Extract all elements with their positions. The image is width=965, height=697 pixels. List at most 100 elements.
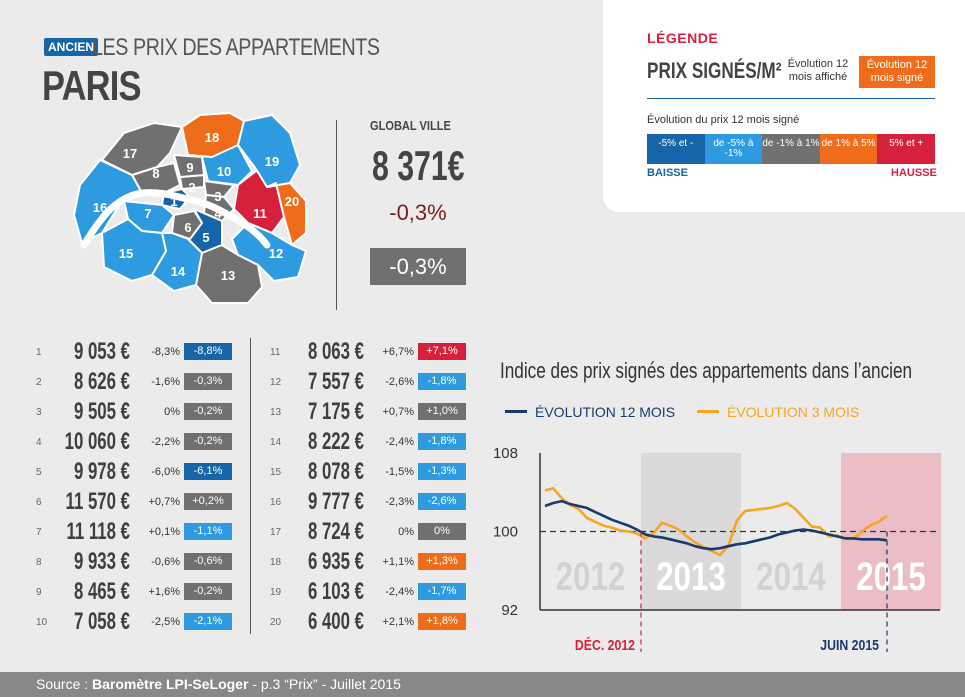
index-chart: 2012 2013 2014 2015 108 100 92 DÉC. 2012 JUIN 20… xyxy=(493,445,941,653)
legend-label: ÉVOLUTION 12 MOIS xyxy=(535,403,676,420)
evo-affiche: -1,5% xyxy=(385,466,414,478)
evo-affiche: 0% xyxy=(164,406,180,418)
district-6-label: 6 xyxy=(184,220,191,235)
district-number: 15 xyxy=(270,467,282,478)
evo-signe-badge: +7,1% xyxy=(418,343,466,360)
page-title: LES PRIX DES APPARTEMENTS xyxy=(92,34,380,61)
legend-baisse: BAISSE xyxy=(647,167,688,179)
chart-legend: ÉVOLUTION 12 MOIS ÉVOLUTION 3 MOIS xyxy=(505,400,877,420)
evo-signe-badge: +1,8% xyxy=(418,613,466,630)
legend-scale-item: de -5% à -1% xyxy=(704,134,763,164)
evo-affiche: -2,6% xyxy=(385,376,414,388)
district-6-shape xyxy=(171,210,203,240)
district-price: 10 060 € xyxy=(64,428,130,455)
y-tick-label: 108 xyxy=(493,445,518,462)
district-15-shape xyxy=(101,218,167,282)
global-label: GLOBAL VILLE xyxy=(370,118,451,133)
evo-signe-badge: -1,8% xyxy=(418,433,466,450)
district-14-label: 14 xyxy=(171,264,186,279)
evo-affiche: +2,1% xyxy=(382,616,415,628)
evo-signe-badge: -0,6% xyxy=(184,553,232,570)
district-12-shape xyxy=(231,222,307,282)
district-price: 7 058 € xyxy=(73,608,130,635)
district-17-label: 17 xyxy=(123,146,137,161)
district-price: 8 626 € xyxy=(73,368,130,395)
legend-divider xyxy=(647,98,935,99)
y-tick-label: 92 xyxy=(501,602,518,619)
year-label-2013: 2013 xyxy=(656,554,725,599)
district-number: 4 xyxy=(36,437,42,448)
district-number: 9 xyxy=(36,587,42,598)
evo-signe-badge: +1,3% xyxy=(418,553,466,570)
district-price: 9 505 € xyxy=(73,398,130,425)
legend-item-12-mois: ÉVOLUTION 12 MOIS xyxy=(505,404,675,420)
district-number: 14 xyxy=(270,437,282,448)
legend-scale-item: de 1% à 5% xyxy=(819,134,878,164)
district-number: 18 xyxy=(270,557,282,568)
district-price: 8 063 € xyxy=(307,338,364,365)
district-9-label: 9 xyxy=(186,160,193,175)
legend-evo-affiche: Évolution 12 mois affiché xyxy=(787,58,849,83)
district-price: 7 557 € xyxy=(307,368,364,395)
district-price: 6 400 € xyxy=(307,608,364,635)
district-price: 8 222 € xyxy=(307,428,364,455)
district-price: 8 078 € xyxy=(307,458,364,485)
evo-signe-badge: -2,6% xyxy=(418,493,466,510)
evo-affiche: -1,6% xyxy=(151,376,180,388)
evo-signe-badge: -0,2% xyxy=(184,433,232,450)
district-16-shape xyxy=(73,159,143,244)
legend-color-scale: -5% et - de -5% à -1% de -1% à 1% de 1% … xyxy=(647,134,935,164)
evo-signe-badge: -1,3% xyxy=(418,463,466,480)
legend-scale-item: -5% et - xyxy=(647,134,705,164)
district-number: 10 xyxy=(36,617,48,628)
evo-affiche: -2,3% xyxy=(385,496,414,508)
evo-signe-badge: 0% xyxy=(418,523,466,540)
city-title: PARIS xyxy=(42,62,141,109)
district-price: 6 935 € xyxy=(307,548,364,575)
chart-title: Indice des prix signés des appartements … xyxy=(500,358,913,383)
evo-affiche: +0,7% xyxy=(382,406,415,418)
district-price: 11 570 € xyxy=(65,488,130,515)
evo-signe-badge: -0,3% xyxy=(184,373,232,390)
evo-signe-badge: +0,2% xyxy=(184,493,232,510)
district-price: 11 118 € xyxy=(66,518,130,545)
evo-affiche: +0,1% xyxy=(148,526,181,538)
district-number: 5 xyxy=(36,467,42,478)
global-evo-signe: -0,3% xyxy=(370,248,466,285)
district-12-label: 12 xyxy=(269,246,283,261)
global-evo-affiche: -0,3% xyxy=(389,200,447,225)
district-19-label: 19 xyxy=(265,154,279,169)
global-divider xyxy=(336,120,337,310)
evo-signe-badge: -2,1% xyxy=(184,613,232,630)
footer-suffix: - p.3 “Prix” - Juillet 2015 xyxy=(248,676,401,692)
district-3-label: 3 xyxy=(214,189,221,204)
district-number: 6 xyxy=(36,497,42,508)
district-1-label: 1 xyxy=(170,194,177,209)
district-16-label: 16 xyxy=(93,200,107,215)
district-5-label: 5 xyxy=(202,230,209,245)
district-price: 9 933 € xyxy=(73,548,130,575)
y-tick-label: 100 xyxy=(493,524,518,541)
evo-affiche: -2,2% xyxy=(151,436,180,448)
evo-affiche: +1,1% xyxy=(382,556,415,568)
evo-affiche: +6,7% xyxy=(382,346,415,358)
year-label-2012: 2012 xyxy=(556,554,625,599)
district-17-shape xyxy=(101,122,183,176)
evo-signe-badge: -1,7% xyxy=(418,583,466,600)
footer-prefix: Source : xyxy=(36,676,93,692)
district-11-label: 11 xyxy=(253,206,267,221)
district-number: 3 xyxy=(36,407,42,418)
evo-affiche: 0% xyxy=(398,526,414,538)
legend-evo-signe: Évolution 12 mois signé xyxy=(859,56,935,88)
district-13-shape xyxy=(195,244,263,304)
district-price: 8 724 € xyxy=(307,518,364,545)
legend-swatch xyxy=(696,410,719,413)
evo-affiche: -2,4% xyxy=(385,436,414,448)
evo-affiche: +1,6% xyxy=(148,586,181,598)
district-18-label: 18 xyxy=(205,130,219,145)
district-10-label: 10 xyxy=(217,164,231,179)
legend-hausse: HAUSSE xyxy=(891,167,937,179)
district-15-label: 15 xyxy=(119,246,133,261)
evo-signe-badge: -0,2% xyxy=(184,403,232,420)
